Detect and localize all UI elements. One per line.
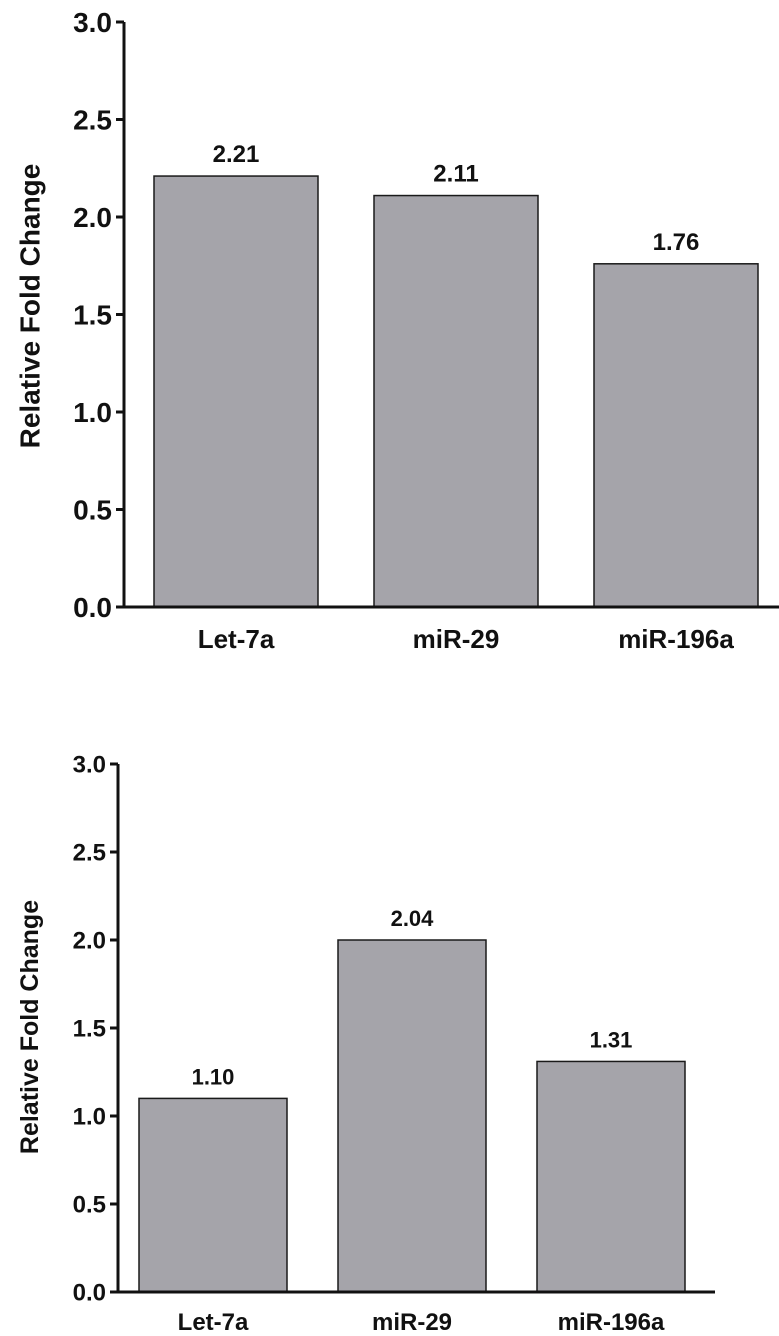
y-tick-label: 2.5 <box>73 840 106 867</box>
y-tick-label: 1.5 <box>73 1016 106 1043</box>
y-tick-label: 2.5 <box>73 105 112 136</box>
bar-let-7a <box>153 175 319 608</box>
chart-panel-top: 2.21 2.11 1.76 0.0 0.5 1.0 1.5 2.0 2.5 3.0 Let-7a m… <box>15 7 779 654</box>
bar-mir-196a <box>593 263 759 608</box>
data-label: 1.76 <box>653 229 700 256</box>
y-tick-label: 0.0 <box>73 1280 106 1307</box>
y-tick-label: 0.5 <box>73 495 112 526</box>
data-label: 2.21 <box>213 141 260 168</box>
y-tick-label: 1.0 <box>73 397 112 428</box>
x-category-label: miR-29 <box>413 624 500 654</box>
data-label: 2.11 <box>433 161 478 188</box>
x-category-label: miR-29 <box>372 1309 452 1336</box>
x-category-label: Let-7a <box>198 624 275 654</box>
bar-let-7a <box>138 1097 288 1293</box>
y-tick-label: 3.0 <box>73 7 112 38</box>
data-label: 1.31 <box>590 1027 633 1052</box>
y-tick-label: 0.5 <box>73 1192 106 1219</box>
x-category-label: Let-7a <box>178 1309 249 1336</box>
y-tick-label: 2.0 <box>73 928 106 955</box>
x-category-label: miR-196a <box>558 1309 665 1336</box>
x-category-label: miR-196a <box>618 624 734 654</box>
y-tick-label: 1.5 <box>73 300 112 331</box>
data-label: 1.10 <box>192 1064 235 1089</box>
chart-panel-bottom: 1.10 2.04 1.31 0.0 0.5 1.0 1.5 2.0 2.5 3.0 Let-7a m… <box>16 752 715 1336</box>
bar-mir-29 <box>337 939 487 1293</box>
data-label: 2.04 <box>391 906 435 931</box>
y-tick-label: 0.0 <box>73 592 112 623</box>
y-axis-title: Relative Fold Change <box>16 900 44 1154</box>
y-tick-label: 1.0 <box>73 1104 106 1131</box>
y-tick-label: 3.0 <box>73 752 106 779</box>
bar-mir-196a <box>536 1060 686 1293</box>
bar-mir-29 <box>373 194 539 608</box>
y-tick-label: 2.0 <box>73 202 112 233</box>
y-axis-title: Relative Fold Change <box>15 164 46 449</box>
